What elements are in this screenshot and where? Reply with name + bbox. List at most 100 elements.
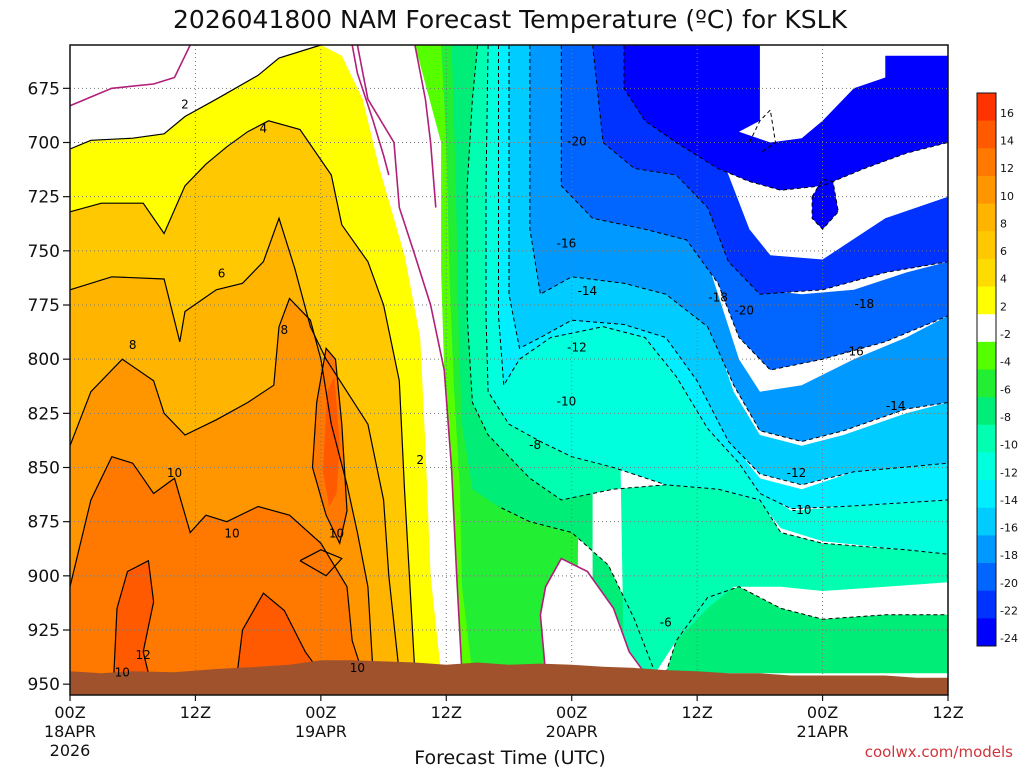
warm-fill-12b [237, 593, 321, 674]
warm-fill-12c [322, 376, 340, 507]
contour-line-negative [592, 44, 949, 295]
contour-line-negative [748, 108, 777, 154]
contour-label: 12 [136, 648, 151, 662]
fill-regions [70, 45, 948, 674]
colorbar-swatch [977, 618, 996, 647]
y-tick-label: 850 [28, 459, 60, 479]
freezing-line [539, 557, 646, 674]
y-tick-label: 800 [28, 350, 60, 370]
x-tick-date: 18APR [44, 722, 96, 741]
colorbar-label: 14 [1000, 134, 1014, 147]
colorbar-swatch [977, 480, 996, 509]
contour-label: -10 [792, 503, 812, 517]
colorbar-label: -2 [1000, 328, 1011, 341]
colorbar-swatch [977, 452, 996, 481]
y-tick-label: 750 [28, 242, 60, 262]
colorbar-swatch [977, 93, 996, 122]
terrain-layer [70, 660, 948, 695]
colorbar: 16 14 12 10 8 6 4 2 -2 -4 -6 -8 -10 -12 -14 -16 -18 -20 -2… [976, 92, 1018, 647]
x-tick-label: 00Z [807, 703, 838, 722]
contour-label: -8 [529, 438, 541, 452]
y-tick-label: 775 [28, 296, 60, 316]
contour-line-negative [508, 45, 949, 486]
colorbar-label: 8 [1000, 217, 1007, 230]
x-tick-label: 00Z [305, 703, 336, 722]
x-tick-label: 12Z [431, 703, 462, 722]
terrain-fill [70, 660, 948, 695]
colorbar-label: -16 [1000, 522, 1018, 535]
colorbar-label: -12 [1000, 466, 1018, 479]
contour-line-positive [299, 549, 343, 577]
white-gap-surface [540, 558, 645, 674]
colorbar-label: -14 [1000, 494, 1018, 507]
contour-line-negative [811, 178, 839, 230]
x-tick-label: 00Z [54, 703, 85, 722]
chart-title: 2026041800 NAM Forecast Temperature (ºC)… [173, 5, 848, 34]
contour-label: 10 [115, 665, 130, 679]
contour-label-layer: 2 4 6 8 8 10 10 10 10 10 12 2 -20 -16 -14 -12 -10 -8 -6 -18… [115, 98, 906, 680]
colorbar-swatch [977, 397, 996, 426]
y-tick-label: 700 [28, 134, 60, 154]
contour-line-positive [69, 216, 400, 674]
plot-area: 2 4 6 8 8 10 10 10 10 10 12 2 -20 -16 -14 -12 -10 -8 -6 -18… [69, 44, 949, 696]
contour-label: -20 [567, 135, 587, 149]
colorbar-swatch [977, 590, 996, 619]
colorbar-swatch [977, 258, 996, 288]
contour-label: 2 [181, 98, 189, 112]
contour-line-negative [498, 45, 949, 510]
contour-label: 2 [416, 453, 424, 467]
colorbar-label: 6 [1000, 245, 1007, 258]
contour-label: 10 [167, 466, 182, 480]
colorbar-label: 16 [1000, 107, 1014, 120]
contour-label: -6 [660, 616, 672, 630]
contour-line-negative [498, 506, 656, 674]
contour-label: -18 [855, 297, 875, 311]
colorbar-swatch [977, 563, 996, 592]
contour-line-positive [69, 455, 364, 674]
colorbar-swatch [977, 314, 996, 343]
colorbar-swatch [977, 369, 996, 398]
colorbar-swatch [977, 286, 996, 315]
contour-label: -10 [557, 395, 577, 409]
freezing-line [351, 44, 390, 176]
contour-line-negative [560, 45, 949, 371]
colorbar-label: -20 [1000, 577, 1018, 590]
freezing-line [69, 44, 191, 107]
colorbar-label: -10 [1000, 439, 1018, 452]
contour-label: 6 [218, 267, 226, 281]
x-tick-year: 2026 [50, 741, 91, 760]
contour-line-positive [236, 592, 322, 674]
contour-label: -18 [708, 291, 728, 305]
cold-fill-core-b [812, 179, 839, 230]
cold-fill-core [697, 45, 760, 132]
colorbar-label: 12 [1000, 162, 1014, 175]
temperature-fill-layer [70, 45, 948, 674]
freezing-line [414, 44, 437, 208]
colorbar-label: -6 [1000, 383, 1011, 396]
y-axis: 675 700 725 750 775 800 825 850 875 900 925 950 [28, 79, 70, 695]
colorbar-swatch [977, 231, 996, 260]
contour-label: -12 [787, 466, 807, 480]
colorbar-label: -8 [1000, 411, 1011, 424]
x-tick-date: 19APR [295, 722, 347, 741]
contour-label: 10 [224, 527, 239, 541]
colorbar-swatch [977, 424, 996, 453]
contour-label: -20 [734, 304, 754, 318]
credit-text: coolwx.com/models [865, 743, 1013, 761]
contour-label: -12 [567, 340, 587, 354]
x-axis-label: Forecast Time (UTC) [414, 747, 605, 768]
contour-layer [69, 44, 949, 674]
x-tick-label: 12Z [932, 703, 963, 722]
colorbar-swatch [977, 175, 996, 205]
y-tick-label: 825 [28, 404, 60, 424]
warm-fill-12 [113, 560, 154, 674]
y-tick-label: 675 [28, 79, 60, 99]
contour-line-negative [485, 44, 666, 486]
contour-line-negative [623, 45, 949, 191]
y-tick-label: 900 [28, 567, 60, 587]
colorbar-swatch [977, 148, 996, 177]
x-tick-date: 20APR [546, 722, 598, 741]
contour-line-positive [69, 297, 374, 674]
colorbar-label: 2 [1000, 300, 1007, 313]
contour-line-negative [665, 586, 948, 674]
